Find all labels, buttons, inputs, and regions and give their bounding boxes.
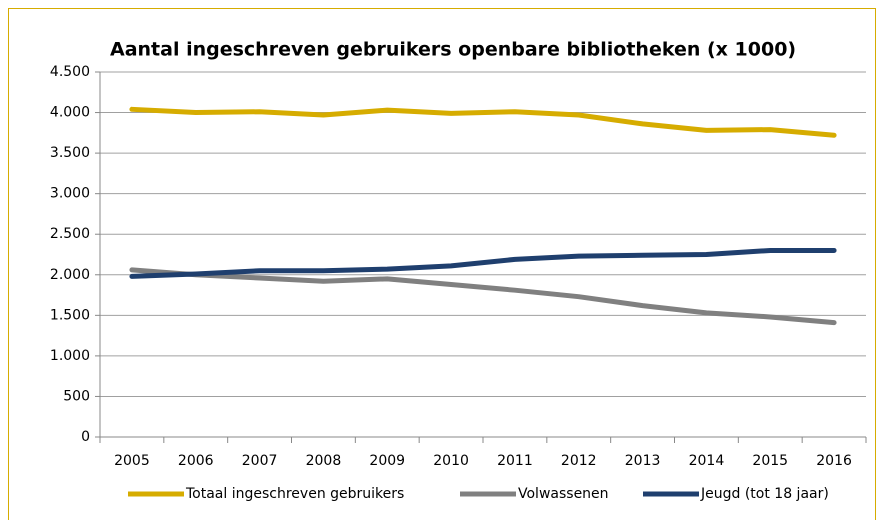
x-tick-label: 2006: [178, 453, 214, 469]
x-tick-label: 2009: [369, 453, 405, 469]
y-tick-label: 3.000: [50, 186, 90, 202]
x-tick-label: 2014: [689, 453, 725, 469]
x-tick-label: 2015: [752, 453, 788, 469]
y-tick-label: 2.000: [50, 267, 90, 283]
y-tick-label: 2.500: [50, 226, 90, 242]
x-tick-label: 2005: [114, 453, 150, 469]
x-tick-label: 2013: [625, 453, 661, 469]
series-line: [129, 247, 837, 279]
x-tick-label: 2007: [242, 453, 278, 469]
x-tick-label: 2010: [433, 453, 469, 469]
x-tick-label: 2008: [306, 453, 342, 469]
series-line: [129, 106, 837, 138]
x-tick-label: 2012: [561, 453, 597, 469]
chart-title: Aantal ingeschreven gebruikers openbare …: [110, 39, 796, 61]
y-tick-label: 500: [63, 388, 90, 404]
legend-label: Totaal ingeschreven gebruikers: [185, 486, 404, 502]
legend-label: Volwassenen: [518, 486, 609, 502]
y-tick-label: 0: [81, 429, 90, 445]
frame: [8, 8, 876, 520]
y-tick-label: 1.500: [50, 307, 90, 323]
y-tick-label: 1.000: [50, 348, 90, 364]
y-tick-label: 4.000: [50, 105, 90, 121]
series-line: [129, 267, 837, 326]
legend-label: Jeugd (tot 18 jaar): [700, 486, 829, 502]
x-tick-label: 2011: [497, 453, 533, 469]
x-tick-label: 2016: [816, 453, 852, 469]
y-tick-label: 3.500: [50, 145, 90, 161]
y-tick-label: 4.500: [50, 64, 90, 80]
